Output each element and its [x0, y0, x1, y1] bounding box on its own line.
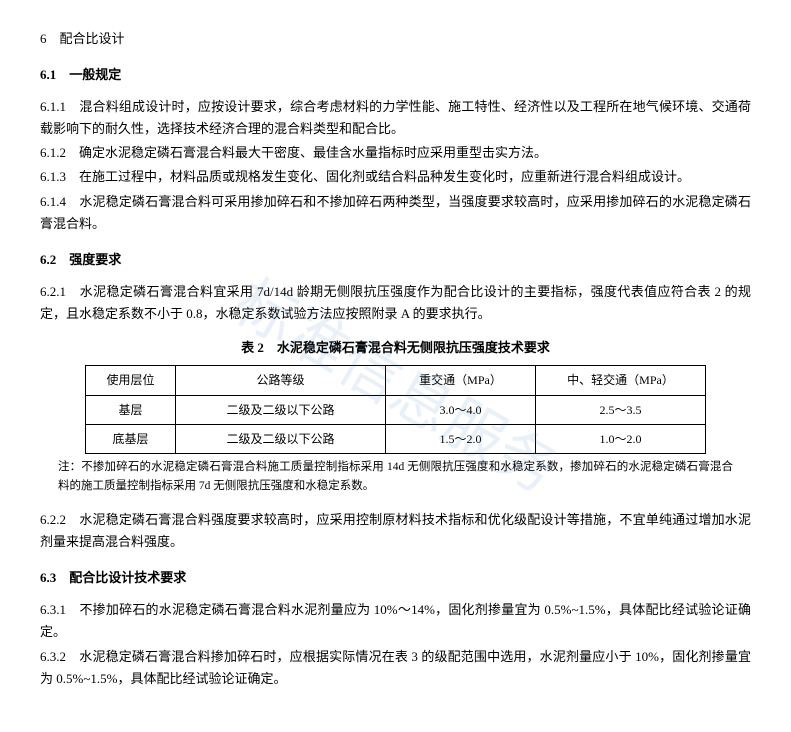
th-0: 使用层位: [86, 366, 176, 395]
s63-title: 配合比设计技术要求: [69, 570, 186, 585]
clause-6-2-2: 6.2.2 水泥稳定磷石膏混合料强度要求较高时，应采用控制原材料技术指标和优化级…: [40, 509, 751, 553]
table-2-note: 注：不掺加碎石的水泥稳定磷石膏混合料施工质量控制指标采用 14d 无侧限抗压强度…: [58, 458, 733, 495]
subsection-6-2-heading: 6.2 强度要求: [40, 249, 751, 271]
td: 二级及二级以下公路: [176, 395, 386, 424]
td: 二级及二级以下公路: [176, 424, 386, 453]
clause-6-1-3: 6.1.3 在施工过程中，材料品质或规格发生变化、固化剂或结合料品种发生变化时，…: [40, 166, 751, 188]
clause-6-1-4: 6.1.4 水泥稳定磷石膏混合料可采用掺加碎石和不掺加碎石两种类型，当强度要求较…: [40, 191, 751, 235]
table-2-caption: 表 2 水泥稳定磷石膏混合料无侧限抗压强度技术要求: [40, 337, 751, 359]
td: 基层: [86, 395, 176, 424]
table-header-row: 使用层位 公路等级 重交通（MPa） 中、轻交通（MPa）: [86, 366, 706, 395]
td: 3.0～4.0: [386, 395, 536, 424]
clause-6-1-1: 6.1.1 混合料组成设计时，应按设计要求，综合考虑材料的力学性能、施工特性、经…: [40, 96, 751, 140]
clause-6-2-1: 6.2.1 水泥稳定磷石膏混合料宜采用 7d/14d 龄期无侧限抗压强度作为配合…: [40, 281, 751, 325]
sec6-title: 配合比设计: [60, 31, 125, 46]
td: 2.5～3.5: [536, 395, 706, 424]
s62-title: 强度要求: [69, 252, 121, 267]
subsection-6-3-heading: 6.3 配合比设计技术要求: [40, 567, 751, 589]
section-6-heading: 6 配合比设计: [40, 28, 751, 50]
subsection-6-1-heading: 6.1 一般规定: [40, 64, 751, 86]
clause-6-1-2: 6.1.2 确定水泥稳定磷石膏混合料最大干密度、最佳含水量指标时应采用重型击实方…: [40, 142, 751, 164]
s61-title: 一般规定: [69, 67, 121, 82]
s61-num: 6.1: [40, 67, 56, 82]
th-3: 中、轻交通（MPa）: [536, 366, 706, 395]
table-2: 使用层位 公路等级 重交通（MPa） 中、轻交通（MPa） 基层 二级及二级以下…: [85, 365, 706, 454]
s62-num: 6.2: [40, 252, 56, 267]
th-1: 公路等级: [176, 366, 386, 395]
td: 底基层: [86, 424, 176, 453]
table-row: 基层 二级及二级以下公路 3.0～4.0 2.5～3.5: [86, 395, 706, 424]
td: 1.5～2.0: [386, 424, 536, 453]
th-2: 重交通（MPa）: [386, 366, 536, 395]
s63-num: 6.3: [40, 570, 56, 585]
table-row: 底基层 二级及二级以下公路 1.5～2.0 1.0～2.0: [86, 424, 706, 453]
clause-6-3-1: 6.3.1 不掺加碎石的水泥稳定磷石膏混合料水泥剂量应为 10%～14%，固化剂…: [40, 599, 751, 643]
td: 1.0～2.0: [536, 424, 706, 453]
sec6-num: 6: [40, 31, 47, 46]
